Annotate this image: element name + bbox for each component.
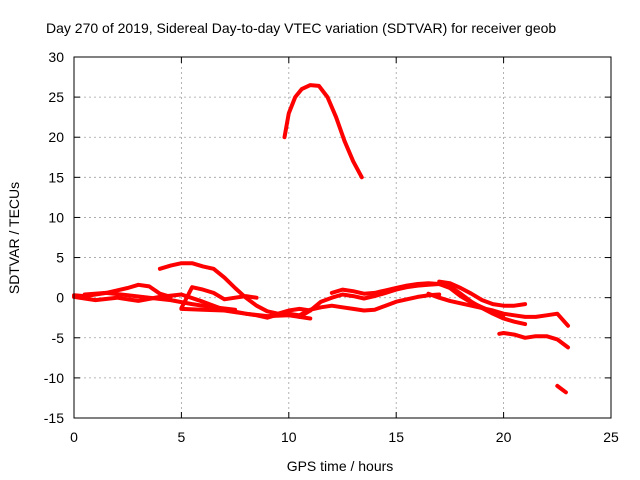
y-tick-label: -10 [44,370,64,386]
x-tick-label: 10 [281,429,297,445]
series-arc-4 [157,261,313,316]
y-tick-label: 30 [48,49,64,65]
x-tick-label: 5 [178,429,186,445]
series-arc-7 [282,83,364,180]
y-tick-label: 10 [48,209,64,225]
series-arc-12 [497,331,570,350]
chart-title: Day 270 of 2019, Sidereal Day-to-day VTE… [46,20,556,36]
y-tick-label: -15 [44,410,64,426]
series-arc-11 [437,279,528,308]
series-arc-9 [329,281,506,318]
y-axis-title: SDTVAR / TECUs [6,182,22,294]
axis-ticks: 0 5 10 15 20 25 -15 -10 -5 0 5 10 15 20 25 30 [44,49,619,445]
x-tick-label: 25 [603,429,619,445]
series-arc-3 [82,290,238,312]
series-arc-6 [179,292,442,320]
y-tick-label: 15 [48,169,64,185]
plot-frame [73,56,612,419]
x-tick-label: 15 [388,429,404,445]
y-tick-label: 25 [48,89,64,105]
y-tick-label: 20 [48,129,64,145]
grid-lines [74,57,611,418]
y-tick-label: 0 [56,290,64,306]
y-tick-label: 5 [56,250,64,266]
series-arc-5 [179,285,259,311]
y-tick-label: -5 [52,330,65,346]
x-tick-label: 0 [70,429,78,445]
series-arc-13 [555,383,568,395]
x-axis-title: GPS time / hours [287,458,394,474]
series-arc-10 [426,291,570,328]
data-series [72,83,570,395]
x-tick-label: 20 [496,429,512,445]
